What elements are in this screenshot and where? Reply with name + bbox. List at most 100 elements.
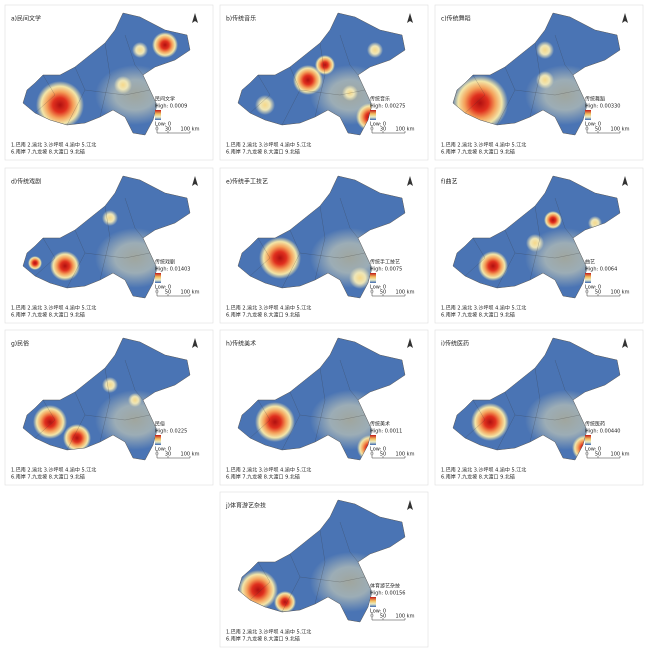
density-hotspot bbox=[114, 76, 132, 94]
legend-high: High: 0.0225 bbox=[155, 429, 187, 435]
district-note: 1.巴南 2.渝北 3.沙坪坝 4.渝中 5.江北 bbox=[441, 305, 526, 312]
legend-title: 传统音乐 bbox=[370, 96, 390, 103]
legend-bar bbox=[155, 273, 161, 283]
scale-label: 50 bbox=[380, 452, 386, 458]
scale-label: 0 bbox=[370, 614, 373, 620]
scale-label: 100 km bbox=[181, 290, 200, 296]
legend-low: Low: 0 bbox=[585, 447, 601, 453]
legend-bar bbox=[585, 110, 591, 120]
district-note: 1.巴南 2.渝北 3.沙坪坝 4.渝中 5.江北 bbox=[11, 305, 96, 312]
north-arrow bbox=[622, 176, 628, 186]
legend-high: High: 0.00275 bbox=[370, 104, 405, 110]
north-arrow bbox=[192, 176, 198, 186]
scale-label: 50 bbox=[595, 452, 601, 458]
legend-bar bbox=[155, 435, 161, 445]
scale-label: 0 bbox=[155, 290, 158, 296]
density-hotspot bbox=[255, 402, 295, 442]
district-note: 1.巴南 2.渝北 3.沙坪坝 4.渝中 5.江北 bbox=[11, 142, 96, 149]
district-note: 1.巴南 2.渝北 3.沙坪坝 4.渝中 5.江北 bbox=[226, 467, 311, 474]
scale-label: 50 bbox=[380, 614, 386, 620]
district-note: 1.巴南 2.渝北 3.沙坪坝 4.渝中 5.江北 bbox=[441, 142, 526, 149]
scale-label: 100 km bbox=[611, 127, 630, 133]
density-hotspot bbox=[349, 267, 371, 289]
panel-title: b)传统音乐 bbox=[226, 15, 256, 23]
panel-title: c)传统舞蹈 bbox=[441, 15, 471, 23]
legend-bar bbox=[370, 110, 376, 120]
scale-label: 100 km bbox=[396, 614, 415, 620]
legend-high: High: 0.00330 bbox=[585, 104, 620, 110]
legend-title: 民俗 bbox=[155, 421, 165, 428]
legend-low: Low: 0 bbox=[155, 447, 171, 453]
density-hotspot bbox=[63, 424, 91, 452]
density-hotspot bbox=[28, 256, 42, 270]
legend-low: Low: 0 bbox=[370, 447, 386, 453]
district-lines bbox=[34, 359, 151, 451]
legend-title: 民间文学 bbox=[155, 96, 175, 103]
legend-low: Low: 0 bbox=[585, 285, 601, 291]
district-note: 6.南岸 7.九龙坡 8.大渡口 9.北碚 bbox=[441, 312, 515, 319]
legend-bar bbox=[370, 597, 376, 607]
legend-high: High: 0.00156 bbox=[370, 591, 405, 597]
legend-bar bbox=[155, 110, 161, 120]
density-hotspot bbox=[33, 405, 67, 439]
north-arrow bbox=[407, 176, 413, 186]
district-lines bbox=[464, 359, 581, 451]
legend-low: Low: 0 bbox=[155, 122, 171, 128]
district-note: 6.南岸 7.九龙坡 8.大渡口 9.北碚 bbox=[226, 149, 300, 156]
legend-low: Low: 0 bbox=[370, 609, 386, 615]
north-arrow bbox=[407, 500, 413, 510]
scale-label: 100 km bbox=[181, 127, 200, 133]
district-lines bbox=[34, 197, 151, 289]
panel-title: f)曲艺 bbox=[441, 178, 457, 186]
district-note: 1.巴南 2.渝北 3.沙坪坝 4.渝中 5.江北 bbox=[226, 305, 311, 312]
panel-title: d)传统戏剧 bbox=[11, 178, 41, 186]
district-lines bbox=[249, 359, 366, 451]
legend-low: Low: 0 bbox=[370, 285, 386, 291]
district-lines bbox=[249, 197, 366, 289]
legend-title: 传统医药 bbox=[585, 421, 605, 428]
district-note: 6.南岸 7.九龙坡 8.大渡口 9.北碚 bbox=[441, 149, 515, 156]
district-note: 1.巴南 2.渝北 3.沙坪坝 4.渝中 5.江北 bbox=[226, 142, 311, 149]
district-note: 6.南岸 7.九龙坡 8.大渡口 9.北碚 bbox=[441, 474, 515, 481]
density-hotspot bbox=[536, 71, 554, 89]
density-hotspot bbox=[102, 210, 118, 226]
density-hotspot bbox=[152, 32, 178, 58]
north-arrow bbox=[622, 13, 628, 23]
north-arrow bbox=[407, 13, 413, 23]
district-note: 6.南岸 7.九龙坡 8.大渡口 9.北碚 bbox=[11, 149, 85, 156]
legend-high: High: 0.0075 bbox=[370, 267, 402, 273]
scale-label: 50 bbox=[595, 127, 601, 133]
panel-title: a)民间文学 bbox=[11, 15, 41, 23]
density-hotspot bbox=[259, 237, 301, 279]
north-arrow bbox=[407, 338, 413, 348]
scale-label: 0 bbox=[585, 452, 588, 458]
north-arrow bbox=[192, 338, 198, 348]
district-note: 6.南岸 7.九龙坡 8.大渡口 9.北碚 bbox=[11, 312, 85, 319]
legend-bar bbox=[585, 435, 591, 445]
scale-label: 0 bbox=[585, 290, 588, 296]
district-note: 6.南岸 7.九龙坡 8.大渡口 9.北碚 bbox=[226, 636, 300, 643]
density-hotspot bbox=[128, 393, 142, 407]
legend-title: 传统美术 bbox=[370, 421, 390, 428]
legend-high: High: 0.00440 bbox=[585, 429, 620, 435]
north-arrow bbox=[192, 13, 198, 23]
district-lines bbox=[249, 34, 366, 126]
density-hotspot bbox=[36, 81, 84, 129]
district-lines bbox=[34, 34, 151, 126]
density-hotspot bbox=[293, 65, 323, 95]
density-hotspot bbox=[50, 251, 80, 281]
district-lines bbox=[464, 34, 581, 126]
scale-label: 0 bbox=[370, 290, 373, 296]
scale-label: 50 bbox=[165, 290, 171, 296]
density-hotspot bbox=[102, 377, 118, 393]
density-hotspot bbox=[478, 251, 508, 281]
legend-high: High: 0.01403 bbox=[155, 267, 190, 273]
density-hotspot bbox=[255, 95, 275, 115]
scale-label: 100 km bbox=[396, 290, 415, 296]
panel-title: h)传统美术 bbox=[226, 340, 256, 348]
panel-title: e)传统手工技艺 bbox=[226, 178, 268, 186]
density-hotspot bbox=[471, 403, 509, 441]
